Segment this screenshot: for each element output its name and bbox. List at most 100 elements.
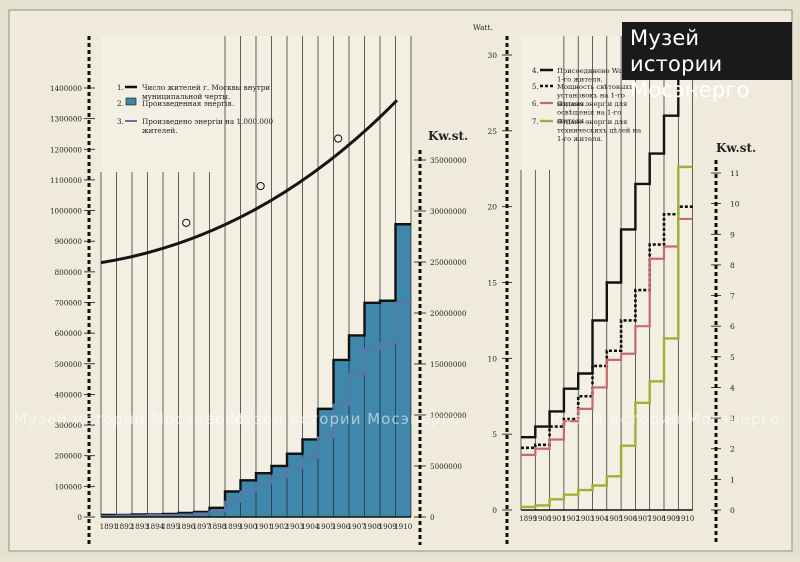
y2-tick-label: 5000000 bbox=[430, 462, 462, 471]
x-tick-label: 1896 bbox=[177, 522, 196, 531]
legend-label: жителя. bbox=[557, 100, 586, 108]
population-curve bbox=[100, 99, 399, 265]
y2-axis-title: Kw.st. bbox=[716, 141, 756, 155]
series-lighting-energy bbox=[521, 217, 693, 456]
legend-label: Произведено энергіи на 1.000.000 bbox=[142, 117, 273, 126]
y-tick-label: 1000000 bbox=[50, 207, 82, 216]
legend-label: Отдано энергіи для bbox=[557, 118, 627, 126]
series-connected-watt bbox=[521, 53, 693, 439]
legend-number: 4. bbox=[532, 67, 539, 75]
legend-number: 6. bbox=[532, 100, 539, 108]
x-tick-label: 1910 bbox=[677, 515, 695, 523]
y2-tick-label: 15000000 bbox=[430, 360, 467, 369]
legend-number: 2. bbox=[117, 99, 124, 108]
y2-tick-label: 30000000 bbox=[430, 207, 467, 216]
y2-tick-label: 8 bbox=[730, 261, 735, 270]
x-tick-label: 1900 bbox=[239, 522, 258, 531]
legend-label: 1-го жителя. bbox=[557, 76, 603, 84]
x-tick-label: 1903 bbox=[286, 522, 305, 531]
y2-tick-label: 20000000 bbox=[430, 309, 467, 318]
energy-step-line bbox=[101, 223, 411, 517]
x-tick-label: 1901 bbox=[255, 522, 273, 531]
legend-label: 1-го жителя. bbox=[557, 135, 603, 143]
y2-axis-title: Kw.st. bbox=[428, 129, 468, 143]
x-tick-label: 1909 bbox=[662, 515, 680, 523]
y-tick-label: 0 bbox=[77, 513, 82, 522]
x-tick-label: 1909 bbox=[379, 522, 398, 531]
legend-number: 1. bbox=[117, 83, 124, 92]
x-tick-label: 1906 bbox=[332, 522, 351, 531]
x-tick-label: 1908 bbox=[363, 522, 382, 531]
y-tick-label: 1200000 bbox=[50, 145, 82, 154]
x-tick-label: 1910 bbox=[394, 522, 413, 531]
x-tick-label: 1902 bbox=[270, 522, 288, 531]
y-tick-label: 1300000 bbox=[50, 115, 82, 124]
x-tick-label: 1893 bbox=[131, 522, 150, 531]
y-tick-label: 100000 bbox=[55, 482, 83, 491]
series-light-install bbox=[521, 205, 693, 450]
legend-label: муниципальной черты. bbox=[142, 92, 230, 101]
legend-label: Произведенная энергія. bbox=[142, 99, 234, 108]
x-tick-label: 1902 bbox=[562, 515, 580, 523]
series-technical-energy bbox=[521, 165, 693, 509]
population-marker bbox=[334, 134, 343, 143]
y-tick-label: 700000 bbox=[55, 299, 83, 308]
y-tick-label: 0 bbox=[492, 506, 497, 515]
legend-label: Число жителей г. Москвы внутри bbox=[142, 83, 270, 92]
y-tick-label: 20 bbox=[487, 203, 497, 212]
legend-label: техническихъ цѣлей на bbox=[557, 127, 641, 135]
x-tick-label: 1892 bbox=[115, 522, 133, 531]
x-tick-label: 1901 bbox=[548, 515, 566, 523]
watermark-strip: Музей истории Мосэнерго bbox=[550, 410, 781, 428]
x-tick-label: 1891 bbox=[100, 522, 118, 531]
x-tick-label: 1906 bbox=[619, 515, 637, 523]
y2-tick-label: 7 bbox=[730, 292, 735, 301]
y-tick-label: 200000 bbox=[55, 452, 83, 461]
watermark-strip: Музей истории Мосэнерго bbox=[230, 410, 461, 428]
legend-label: Отдано энергіи для bbox=[557, 100, 627, 108]
y-axis-title: Watt. bbox=[473, 23, 493, 32]
legend-label: установокъ на 1-го bbox=[557, 92, 625, 100]
y2-tick-label: 11 bbox=[730, 169, 740, 178]
legend-label: жителей. bbox=[142, 126, 178, 135]
x-tick-label: 1904 bbox=[301, 522, 320, 531]
legend-number: 7. bbox=[532, 118, 539, 126]
y2-tick-label: 2 bbox=[730, 445, 735, 454]
y-tick-label: 900000 bbox=[55, 237, 83, 246]
x-tick-label: 1899 bbox=[519, 515, 537, 523]
x-tick-label: 1899 bbox=[224, 522, 243, 531]
x-tick-label: 1904 bbox=[591, 515, 609, 523]
x-tick-label: 1898 bbox=[208, 522, 227, 531]
y2-tick-label: 35000000 bbox=[430, 156, 467, 165]
y-tick-label: 1100000 bbox=[50, 176, 82, 185]
y2-tick-label: 4 bbox=[730, 383, 735, 392]
y-tick-label: 5 bbox=[492, 430, 497, 439]
y-tick-label: 15 bbox=[487, 279, 497, 288]
y-tick-label: 1400000 bbox=[50, 84, 82, 93]
y-tick-label: 600000 bbox=[55, 329, 83, 338]
population-marker bbox=[182, 218, 191, 227]
y2-tick-label: 1 bbox=[730, 475, 735, 484]
y2-tick-label: 9 bbox=[730, 230, 735, 239]
y2-tick-label: 3 bbox=[730, 414, 735, 423]
watermark-strip: Музей истории Мосэнерго bbox=[14, 410, 245, 428]
x-tick-label: 1908 bbox=[648, 515, 666, 523]
x-tick-label: 1895 bbox=[162, 522, 181, 531]
y2-tick-label: 0 bbox=[730, 506, 735, 515]
legend-swatch-energy bbox=[125, 97, 137, 106]
watermark-line-2: Мосэнерго bbox=[630, 78, 750, 102]
x-tick-label: 1905 bbox=[605, 515, 623, 523]
y-tick-label: 400000 bbox=[55, 390, 83, 399]
y2-tick-label: 5 bbox=[730, 353, 735, 362]
legend-label: Присоединено Watt на bbox=[557, 67, 638, 75]
y-tick-label: 300000 bbox=[55, 421, 83, 430]
legend-number: 3. bbox=[117, 117, 124, 126]
y-tick-label: 500000 bbox=[55, 360, 83, 369]
y2-tick-label: 25000000 bbox=[430, 258, 467, 267]
energy-per-million-line bbox=[101, 301, 411, 517]
legend-number: 5. bbox=[532, 83, 539, 91]
legend-label: Мощность свѣтовыхъ bbox=[557, 83, 634, 91]
y-tick-label: 25 bbox=[487, 127, 497, 136]
